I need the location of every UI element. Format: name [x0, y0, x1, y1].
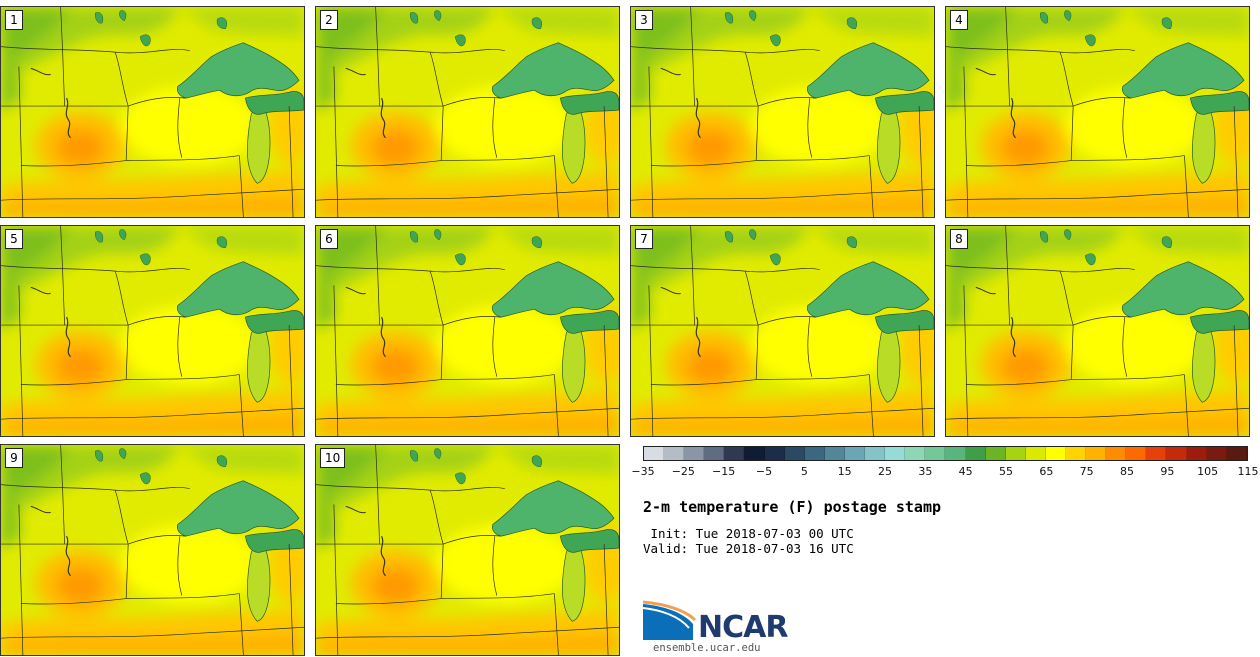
colorbar-segment [744, 447, 765, 460]
valid-time: Valid: Tue 2018-07-03 16 UTC [643, 541, 854, 556]
colorbar-segment [945, 447, 966, 460]
colorbar-tick-label: 105 [1197, 465, 1219, 478]
colorbar-segment [1106, 447, 1127, 460]
colorbar-segment [1045, 447, 1066, 460]
temperature-map [1, 445, 304, 655]
colorbar-tick-label: −15 [712, 465, 736, 478]
colorbar-segment [704, 447, 725, 460]
colorbar-tick-label: −35 [631, 465, 655, 478]
colorbar-segment [905, 447, 926, 460]
temperature-map [316, 226, 619, 436]
colorbar-tick-label: 25 [878, 465, 892, 478]
colorbar-tick-label: 45 [958, 465, 973, 478]
colorbar-tick-label: 75 [1079, 465, 1094, 478]
member-label: 6 [320, 229, 338, 249]
colorbar-tick-label: 15 [837, 465, 852, 478]
map-panel-2: 2 [315, 6, 620, 218]
colorbar-segment [1005, 447, 1026, 460]
colorbar-tick-label: 85 [1120, 465, 1134, 478]
temperature-map [946, 226, 1249, 436]
colorbar-segment [1146, 447, 1167, 460]
map-panel-1: 1 [0, 6, 305, 218]
colorbar-segment [784, 447, 805, 460]
map-panel-6: 6 [315, 225, 620, 437]
temperature-map [316, 7, 619, 217]
colorbar-segment [1226, 447, 1247, 460]
colorbar-segment [824, 447, 845, 460]
colorbar-segment [1126, 447, 1147, 460]
map-panel-4: 4 [945, 6, 1250, 218]
colorbar-segment [985, 447, 1006, 460]
map-panel-10: 10 [315, 444, 620, 656]
member-label: 7 [635, 229, 653, 249]
colorbar-segment [1206, 447, 1227, 460]
member-label: 10 [320, 448, 346, 468]
init-time: Init: Tue 2018-07-03 00 UTC [643, 526, 854, 541]
colorbar-segment [644, 447, 665, 460]
colorbar-tick-label: 65 [1039, 465, 1054, 478]
colorbar-segment [1025, 447, 1046, 460]
map-panel-9: 9 [0, 444, 305, 656]
colorbar-segment [1086, 447, 1107, 460]
colorbar-segment [885, 447, 906, 460]
temperature-map [946, 7, 1249, 217]
colorbar-segment [1166, 447, 1187, 460]
site-url: ensemble.ucar.edu [653, 642, 761, 654]
colorbar [643, 446, 1248, 461]
colorbar-tick-label: 95 [1160, 465, 1175, 478]
member-label: 2 [320, 10, 338, 30]
colorbar-segment [1186, 447, 1207, 460]
colorbar-segment [724, 447, 745, 460]
map-panel-3: 3 [630, 6, 935, 218]
map-panel-5: 5 [0, 225, 305, 437]
ncar-swoosh-icon [643, 600, 697, 640]
colorbar-ticks: −35 −25 −15 −5 5 15 25 35 45 55 65 75 85 95 105 115 [631, 465, 1258, 481]
temperature-map [631, 226, 934, 436]
colorbar-segment [925, 447, 946, 460]
member-label: 1 [5, 10, 23, 30]
member-label: 4 [950, 10, 968, 30]
colorbar-segment [965, 447, 986, 460]
map-panel-8: 8 [945, 225, 1250, 437]
colorbar-tick-label: 115 [1237, 465, 1259, 478]
temperature-map [316, 445, 619, 655]
colorbar-segment [804, 447, 825, 460]
temperature-map [631, 7, 934, 217]
member-label: 9 [5, 448, 23, 468]
colorbar-tick-label: 35 [918, 465, 933, 478]
member-label: 5 [5, 229, 23, 249]
colorbar-segment [1065, 447, 1087, 460]
colorbar-tick-label: −25 [671, 465, 695, 478]
colorbar-segment [664, 447, 685, 460]
temperature-map [1, 7, 304, 217]
member-label: 8 [950, 229, 968, 249]
colorbar-segment [764, 447, 785, 460]
map-panel-7: 7 [630, 225, 935, 437]
colorbar-segment [844, 447, 866, 460]
colorbar-tick-label: −5 [755, 465, 773, 478]
colorbar-tick-label: 5 [800, 465, 808, 478]
member-label: 3 [635, 10, 653, 30]
plot-title: 2-m temperature (F) postage stamp [643, 498, 942, 516]
colorbar-tick-label: 55 [999, 465, 1013, 478]
ncar-logo-text: NCAR [698, 610, 788, 645]
colorbar-segment [684, 447, 705, 460]
colorbar-segment [865, 447, 886, 460]
temperature-map [1, 226, 304, 436]
